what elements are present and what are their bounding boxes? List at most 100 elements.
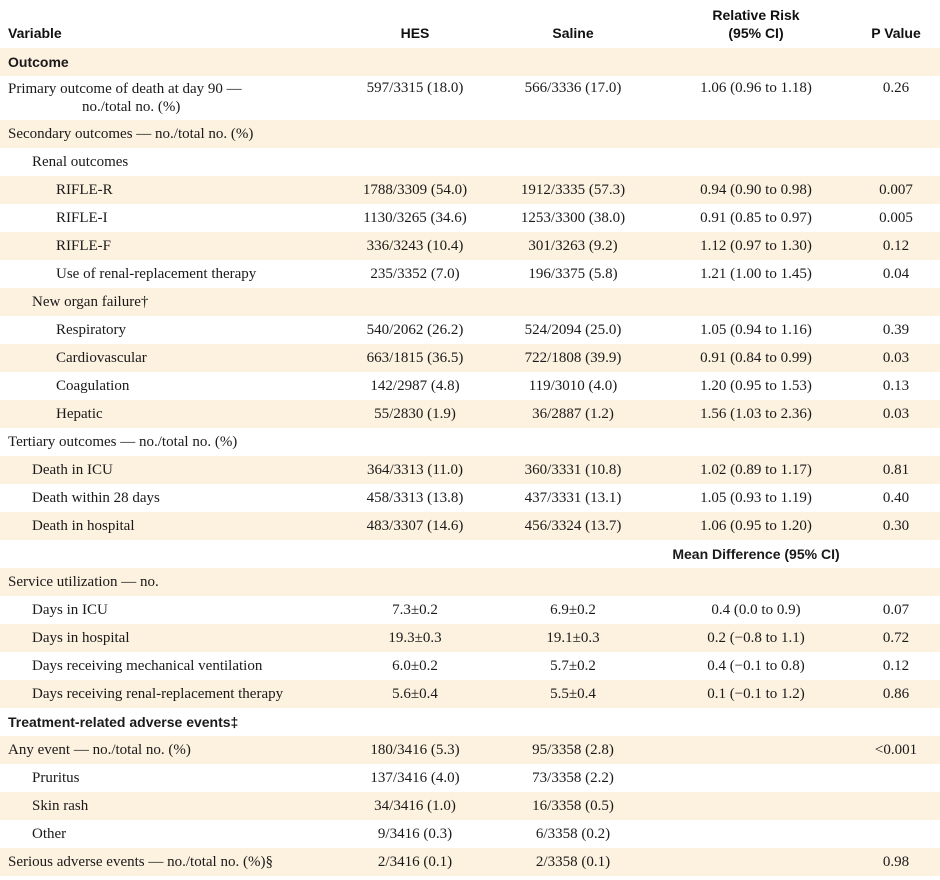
row-days-rrt: Days receiving renal-replacement therapy… xyxy=(0,680,940,708)
header-saline: Saline xyxy=(552,25,594,41)
row-death-icu: Death in ICU 364/3313 (11.0) 360/3331 (1… xyxy=(0,456,940,484)
saline-cell: 5.7±0.2 xyxy=(550,657,596,674)
header-relative-risk-line2: (95% CI) xyxy=(728,25,784,41)
hes-cell: 458/3313 (13.8) xyxy=(366,489,464,506)
variable-cell: Use of renal-replacement therapy xyxy=(56,265,257,282)
p-value-cell: 0.04 xyxy=(882,265,910,282)
variable-cell: Hepatic xyxy=(56,405,103,422)
variable-cell: RIFLE-R xyxy=(56,181,113,198)
variable-cell: Other xyxy=(32,825,67,842)
saline-cell: 6/3358 (0.2) xyxy=(535,825,611,842)
row-secondary-outcomes: Secondary outcomes — no./total no. (%) xyxy=(0,120,940,148)
hes-cell: 5.6±0.4 xyxy=(392,685,438,702)
effect-cell: 1.06 (0.95 to 1.20) xyxy=(700,517,812,534)
row-tertiary-outcomes: Tertiary outcomes — no./total no. (%) xyxy=(0,428,940,456)
hes-cell: 2/3416 (0.1) xyxy=(377,853,453,870)
p-value-cell: 0.72 xyxy=(882,629,910,646)
effect-cell: 1.56 (1.03 to 2.36) xyxy=(700,405,812,422)
hes-cell: 235/3352 (7.0) xyxy=(370,265,460,282)
group-label: Service utilization — no. xyxy=(8,573,159,590)
saline-cell: 16/3358 (0.5) xyxy=(532,797,614,814)
effect-cell: 0.91 (0.85 to 0.97) xyxy=(700,209,812,226)
hes-cell: 336/3243 (10.4) xyxy=(366,237,464,254)
saline-cell: 19.1±0.3 xyxy=(546,629,600,646)
p-value-cell: 0.07 xyxy=(882,601,910,618)
hes-cell: 19.3±0.3 xyxy=(388,629,442,646)
row-respiratory: Respiratory 540/2062 (26.2) 524/2094 (25… xyxy=(0,316,940,344)
p-value-cell: 0.03 xyxy=(882,405,910,422)
p-value-cell: 0.40 xyxy=(882,489,910,506)
saline-cell: 456/3324 (13.7) xyxy=(524,517,622,534)
row-new-organ-failure: New organ failure† xyxy=(0,288,940,316)
row-pruritus: Pruritus 137/3416 (4.0) 73/3358 (2.2) xyxy=(0,764,940,792)
hes-cell: 55/2830 (1.9) xyxy=(374,405,456,422)
p-value-cell: 0.005 xyxy=(879,209,913,226)
header-relative-risk-line1: Relative Risk xyxy=(712,7,800,23)
effect-cell: 0.1 (−0.1 to 1.2) xyxy=(707,685,805,702)
saline-cell: 722/1808 (39.9) xyxy=(524,349,622,366)
p-value-cell: 0.26 xyxy=(882,80,910,96)
row-hepatic: Hepatic 55/2830 (1.9) 36/2887 (1.2) 1.56… xyxy=(0,400,940,428)
hes-cell: 6.0±0.2 xyxy=(392,657,438,674)
variable-cell: RIFLE-I xyxy=(56,209,108,226)
row-service-utilization: Service utilization — no. xyxy=(0,568,940,596)
effect-cell: 0.4 (−0.1 to 0.8) xyxy=(707,657,805,674)
row-primary-death-90: Primary outcome of death at day 90 — no.… xyxy=(0,76,940,120)
p-value-cell: 0.03 xyxy=(882,349,910,366)
p-value-cell: 0.81 xyxy=(882,461,910,478)
variable-cell: Skin rash xyxy=(32,797,89,814)
effect-cell: 0.4 (0.0 to 0.9) xyxy=(711,601,801,618)
saline-cell: 437/3331 (13.1) xyxy=(524,489,622,506)
row-rifle-r: RIFLE-R 1788/3309 (54.0) 1912/3335 (57.3… xyxy=(0,176,940,204)
row-skin-rash: Skin rash 34/3416 (1.0) 16/3358 (0.5) xyxy=(0,792,940,820)
hes-cell: 597/3315 (18.0) xyxy=(366,80,464,96)
variable-cell: Respiratory xyxy=(56,321,126,338)
header-p-value: P Value xyxy=(871,25,921,41)
row-days-hospital: Days in hospital 19.3±0.3 19.1±0.3 0.2 (… xyxy=(0,624,940,652)
saline-cell: 95/3358 (2.8) xyxy=(532,741,614,758)
p-value-cell: 0.30 xyxy=(882,517,910,534)
row-death-hospital: Death in hospital 483/3307 (14.6) 456/33… xyxy=(0,512,940,540)
row-outcome-section: Outcome xyxy=(0,48,940,76)
group-label: Tertiary outcomes — no./total no. (%) xyxy=(8,433,238,450)
p-value-cell: 0.007 xyxy=(879,181,913,198)
effect-cell: 1.06 (0.96 to 1.18) xyxy=(700,80,812,96)
effect-cell: 1.12 (0.97 to 1.30) xyxy=(700,237,812,254)
variable-cell: Death within 28 days xyxy=(32,489,160,506)
variable-line1: Primary outcome of death at day 90 — xyxy=(8,81,242,97)
group-label: Secondary outcomes — no./total no. (%) xyxy=(8,125,254,142)
hes-cell: 180/3416 (5.3) xyxy=(370,741,460,758)
hes-cell: 483/3307 (14.6) xyxy=(366,517,464,534)
section-label: Outcome xyxy=(8,54,69,70)
row-days-ventilation: Days receiving mechanical ventilation 6.… xyxy=(0,652,940,680)
row-any-event: Any event — no./total no. (%) 180/3416 (… xyxy=(0,736,940,764)
hes-cell: 1788/3309 (54.0) xyxy=(362,181,468,198)
variable-cell: Any event — no./total no. (%) xyxy=(8,741,191,758)
saline-cell: 2/3358 (0.1) xyxy=(535,853,611,870)
row-death-28: Death within 28 days 458/3313 (13.8) 437… xyxy=(0,484,940,512)
saline-cell: 301/3263 (9.2) xyxy=(528,237,618,254)
saline-cell: 566/3336 (17.0) xyxy=(524,80,622,96)
row-mean-diff-header: Mean Difference (95% CI) xyxy=(0,540,940,568)
saline-cell: 6.9±0.2 xyxy=(550,601,596,618)
saline-cell: 196/3375 (5.8) xyxy=(528,265,618,282)
variable-cell: Death in hospital xyxy=(32,517,135,534)
table-header: Variable HES Saline Relative Risk (95% C… xyxy=(0,0,940,48)
variable-cell: Cardiovascular xyxy=(56,349,147,366)
saline-cell: 360/3331 (10.8) xyxy=(524,461,622,478)
variable-cell: Primary outcome of death at day 90 — no.… xyxy=(8,76,242,120)
p-value-cell: 0.98 xyxy=(882,853,910,870)
hes-cell: 9/3416 (0.3) xyxy=(377,825,453,842)
variable-cell: Serious adverse events — no./total no. (… xyxy=(8,853,273,870)
variable-cell: Days receiving renal-replacement therapy xyxy=(32,685,284,702)
row-days-icu: Days in ICU 7.3±0.2 6.9±0.2 0.4 (0.0 to … xyxy=(0,596,940,624)
hes-cell: 142/2987 (4.8) xyxy=(370,377,460,394)
variable-cell: Pruritus xyxy=(32,769,80,786)
row-rifle-f: RIFLE-F 336/3243 (10.4) 301/3263 (9.2) 1… xyxy=(0,232,940,260)
effect-cell: 0.91 (0.84 to 0.99) xyxy=(700,349,812,366)
saline-cell: 1253/3300 (38.0) xyxy=(520,209,626,226)
mean-difference-header: Mean Difference (95% CI) xyxy=(672,546,840,562)
p-value-cell: 0.12 xyxy=(882,237,910,254)
effect-cell: 0.94 (0.90 to 0.98) xyxy=(700,181,812,198)
